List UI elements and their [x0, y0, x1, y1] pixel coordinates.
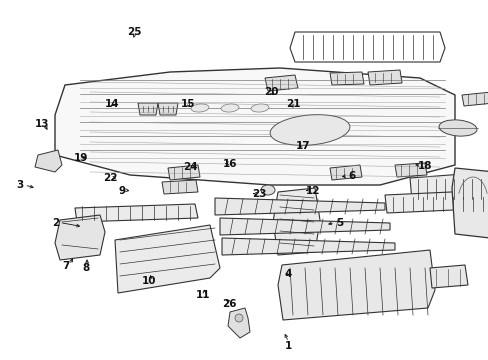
Ellipse shape — [250, 104, 268, 112]
Text: 3: 3 — [16, 180, 23, 190]
Text: 26: 26 — [222, 299, 237, 309]
Polygon shape — [75, 204, 198, 222]
Polygon shape — [384, 190, 488, 213]
Polygon shape — [55, 68, 454, 185]
Polygon shape — [227, 308, 249, 338]
Ellipse shape — [438, 120, 476, 136]
Polygon shape — [215, 198, 384, 215]
Polygon shape — [461, 92, 488, 106]
Text: 10: 10 — [142, 276, 156, 286]
Polygon shape — [329, 165, 361, 180]
Polygon shape — [272, 188, 319, 255]
Text: 17: 17 — [295, 141, 310, 151]
Polygon shape — [55, 215, 105, 260]
Text: 12: 12 — [305, 186, 320, 196]
Text: 9: 9 — [119, 186, 125, 196]
Ellipse shape — [261, 185, 274, 195]
Text: 2: 2 — [53, 218, 60, 228]
Text: 22: 22 — [102, 173, 117, 183]
Ellipse shape — [269, 114, 349, 145]
Text: 25: 25 — [127, 27, 142, 37]
Polygon shape — [367, 70, 401, 85]
Polygon shape — [162, 180, 198, 194]
Text: 8: 8 — [82, 263, 89, 273]
Polygon shape — [138, 103, 158, 115]
Polygon shape — [429, 265, 467, 288]
Polygon shape — [158, 103, 178, 115]
Ellipse shape — [221, 104, 239, 112]
Polygon shape — [115, 225, 220, 293]
Text: 11: 11 — [195, 290, 210, 300]
Text: 6: 6 — [348, 171, 355, 181]
Polygon shape — [35, 150, 62, 172]
Text: 23: 23 — [251, 189, 266, 199]
Polygon shape — [289, 32, 444, 62]
Text: 15: 15 — [181, 99, 195, 109]
Text: 13: 13 — [34, 119, 49, 129]
Text: 4: 4 — [284, 269, 292, 279]
Polygon shape — [451, 168, 488, 238]
Text: 20: 20 — [264, 87, 278, 97]
Text: 5: 5 — [336, 218, 343, 228]
Polygon shape — [220, 218, 389, 235]
Ellipse shape — [191, 104, 208, 112]
Text: 16: 16 — [222, 159, 237, 169]
Text: 19: 19 — [73, 153, 88, 163]
Polygon shape — [329, 72, 363, 85]
Polygon shape — [278, 250, 434, 320]
Polygon shape — [409, 172, 488, 201]
Text: 18: 18 — [417, 161, 432, 171]
Text: 14: 14 — [105, 99, 120, 109]
Ellipse shape — [235, 314, 243, 322]
Polygon shape — [168, 165, 200, 180]
Polygon shape — [394, 163, 426, 177]
Text: 7: 7 — [62, 261, 70, 271]
Text: 1: 1 — [285, 341, 291, 351]
Text: 21: 21 — [285, 99, 300, 109]
Text: 24: 24 — [183, 162, 198, 172]
Polygon shape — [264, 75, 297, 91]
Polygon shape — [222, 238, 394, 255]
